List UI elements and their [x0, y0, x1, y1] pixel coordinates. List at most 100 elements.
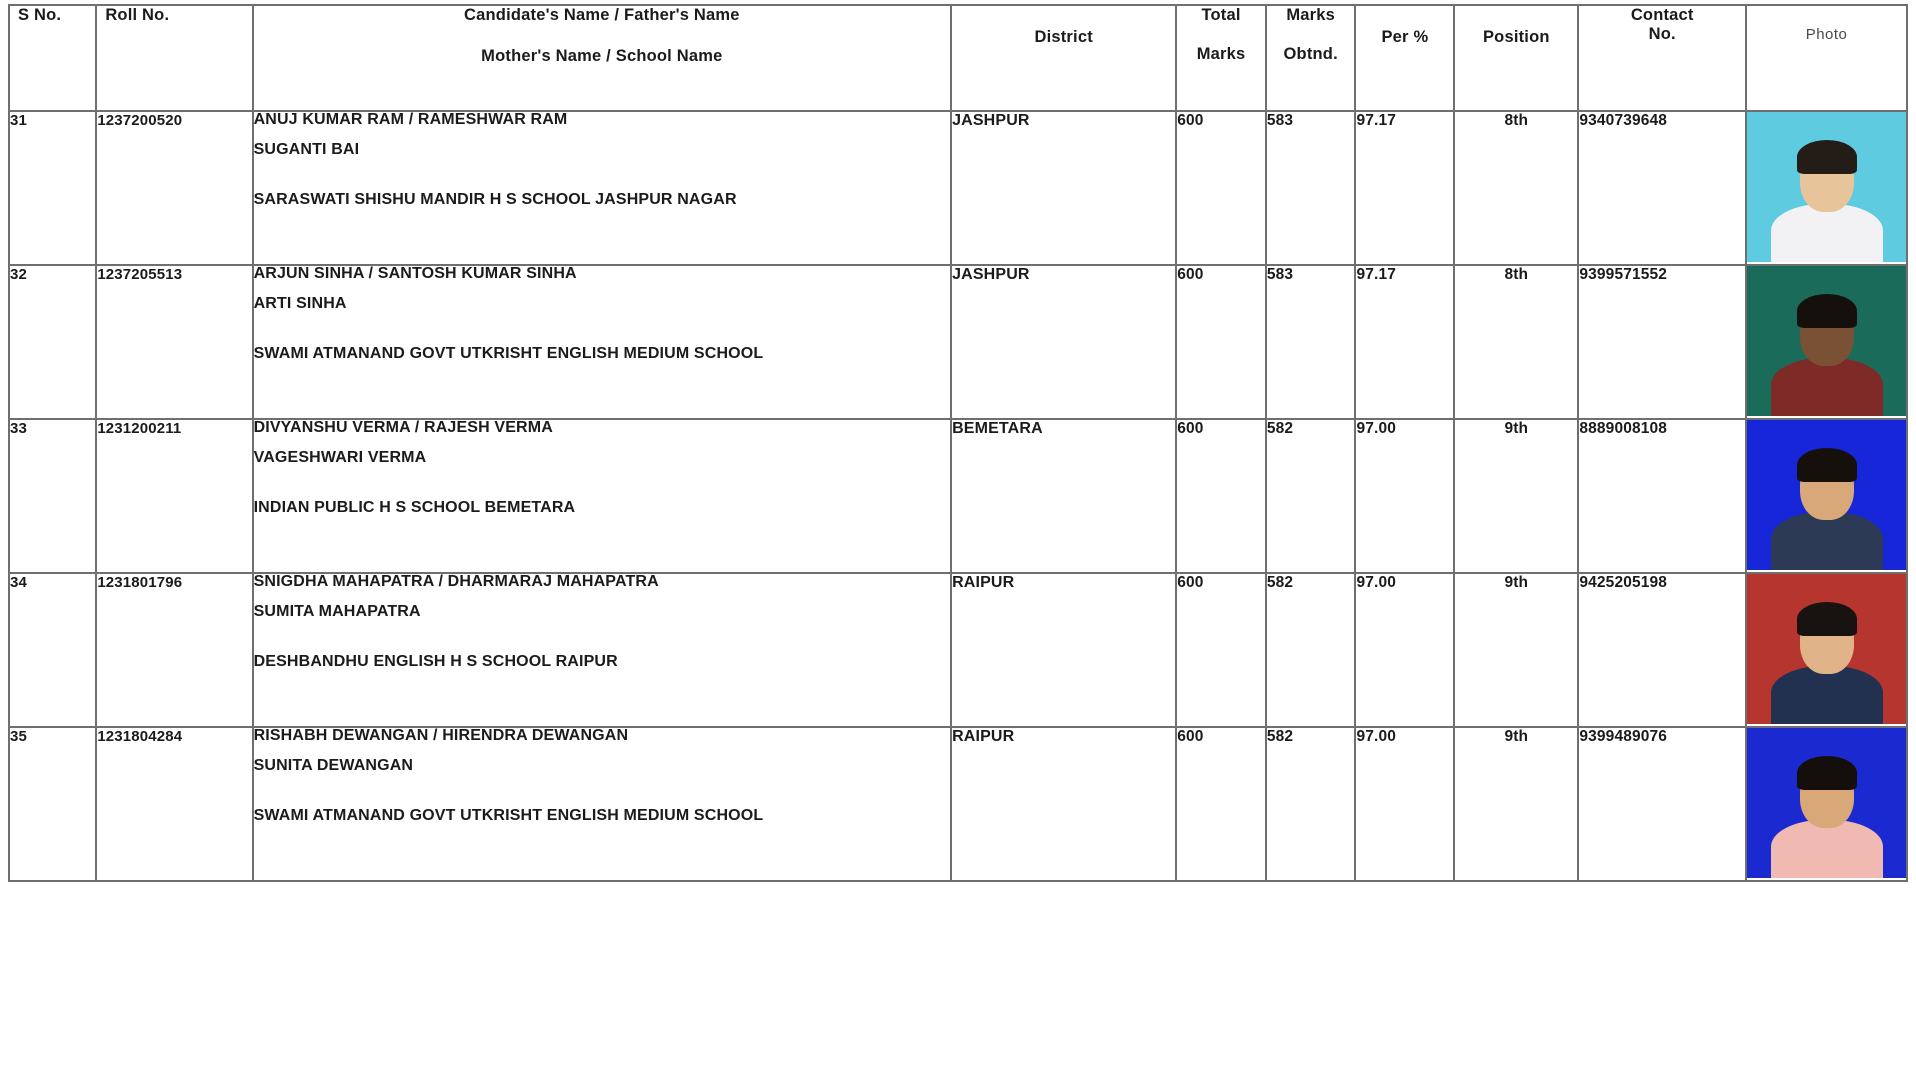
cell-district: JASHPUR: [950, 110, 1178, 266]
cell-s-no: 34: [7, 572, 98, 728]
cell-per: 97.00: [1354, 726, 1456, 882]
header-row: S No. Roll No. Candidate's Name / Father…: [7, 4, 1908, 112]
candidate-photo: [1747, 420, 1906, 570]
column-header-per: Per %: [1354, 4, 1456, 112]
table-row: 33 1231200211 DIVYANSHU VERMA / RAJESH VER…: [7, 418, 1908, 574]
mother-name: SUMITA MAHAPATRA: [253, 603, 421, 620]
cell-marks-obtnd: 582: [1264, 726, 1357, 882]
school-name: SWAMI ATMANAND GOVT UTKRISHT ENGLISH MED…: [253, 345, 764, 362]
candidate-father-name: SNIGDHA MAHAPATRA / DHARMARAJ MAHAPATRA: [253, 573, 659, 590]
cell-district: RAIPUR: [950, 572, 1178, 728]
cell-candidate-details: ANUJ KUMAR RAM / RAMESHWAR RAM SUGANTI BA…: [251, 110, 953, 266]
mother-name: SUGANTI BAI: [253, 141, 360, 158]
cell-photo: [1745, 264, 1908, 420]
cell-per: 97.17: [1354, 264, 1456, 420]
cell-photo: [1745, 110, 1908, 266]
cell-roll-no: 1231804284: [95, 726, 254, 882]
photo-body: [1770, 358, 1883, 416]
column-header-roll-no: Roll No.: [95, 4, 254, 112]
mother-name: ARTI SINHA: [253, 295, 347, 312]
cell-per: 97.00: [1354, 572, 1456, 728]
school-name: SWAMI ATMANAND GOVT UTKRISHT ENGLISH MED…: [253, 807, 764, 824]
contact-header-line2: No.: [1648, 25, 1676, 43]
candidate-header-line2: Mother's Name / School Name: [481, 47, 723, 65]
cell-per: 97.00: [1354, 418, 1456, 574]
table-header: S No. Roll No. Candidate's Name / Father…: [7, 4, 1908, 112]
cell-contact-no: 9425205198: [1577, 572, 1748, 728]
contact-header-line1: Contact: [1630, 6, 1694, 24]
cell-total-marks: 600: [1175, 110, 1267, 266]
photo-hair: [1796, 448, 1857, 482]
column-header-contact-no: Contact No.: [1577, 4, 1748, 112]
table-row: 32 1237205513 ARJUN SINHA / SANTOSH KUMAR …: [7, 264, 1908, 420]
column-header-total-marks: Total Marks: [1175, 4, 1267, 112]
marks-obtnd-line2: Obtnd.: [1283, 44, 1338, 63]
cell-candidate-details: DIVYANSHU VERMA / RAJESH VERMA VAGESHWARI…: [251, 418, 953, 574]
cell-contact-no: 9399489076: [1577, 726, 1748, 882]
column-header-s-no: S No.: [7, 4, 98, 112]
candidate-father-name: DIVYANSHU VERMA / RAJESH VERMA: [253, 419, 553, 436]
column-header-marks-obtnd: Marks Obtnd.: [1264, 4, 1357, 112]
column-header-district: District: [950, 4, 1178, 112]
cell-roll-no: 1231801796: [95, 572, 254, 728]
total-marks-line2: Marks: [1196, 44, 1246, 63]
candidate-photo: [1747, 574, 1906, 724]
cell-marks-obtnd: 582: [1264, 572, 1357, 728]
cell-position: 8th: [1453, 110, 1580, 266]
cell-roll-no: 1237205513: [95, 264, 254, 420]
merit-list-table: S No. Roll No. Candidate's Name / Father…: [7, 4, 1908, 882]
school-name: INDIAN PUBLIC H S SCHOOL BEMETARA: [253, 499, 576, 516]
candidate-photo: [1747, 266, 1906, 416]
cell-candidate-details: ARJUN SINHA / SANTOSH KUMAR SINHA ARTI SI…: [251, 264, 953, 420]
photo-hair: [1796, 602, 1857, 636]
photo-body: [1770, 204, 1883, 262]
marks-obtnd-line1: Marks: [1286, 6, 1336, 24]
cell-position: 8th: [1453, 264, 1580, 420]
cell-position: 9th: [1453, 726, 1580, 882]
photo-body: [1770, 820, 1883, 878]
cell-per: 97.17: [1354, 110, 1456, 266]
cell-roll-no: 1231200211: [95, 418, 254, 574]
cell-marks-obtnd: 583: [1264, 110, 1357, 266]
cell-marks-obtnd: 583: [1264, 264, 1357, 420]
cell-s-no: 31: [7, 110, 98, 266]
candidate-header-line1: Candidate's Name / Father's Name: [464, 6, 740, 24]
cell-total-marks: 600: [1175, 572, 1267, 728]
cell-roll-no: 1237200520: [95, 110, 254, 266]
table-row: 34 1231801796 SNIGDHA MAHAPATRA / DHARMARA…: [7, 572, 1908, 728]
candidate-photo: [1747, 112, 1906, 262]
cell-s-no: 33: [7, 418, 98, 574]
cell-contact-no: 8889008108: [1577, 418, 1748, 574]
photo-body: [1770, 666, 1883, 724]
cell-district: JASHPUR: [950, 264, 1178, 420]
cell-total-marks: 600: [1175, 726, 1267, 882]
cell-candidate-details: RISHABH DEWANGAN / HIRENDRA DEWANGAN SUNI…: [251, 726, 953, 882]
table-row: 31 1237200520 ANUJ KUMAR RAM / RAMESHWAR R…: [7, 110, 1908, 266]
cell-contact-no: 9399571552: [1577, 264, 1748, 420]
cell-contact-no: 9340739648: [1577, 110, 1748, 266]
total-marks-line1: Total: [1201, 6, 1241, 24]
cell-photo: [1745, 418, 1908, 574]
mother-name: VAGESHWARI VERMA: [253, 449, 427, 466]
photo-hair: [1796, 756, 1857, 790]
table-row: 35 1231804284 RISHABH DEWANGAN / HIRENDRA …: [7, 726, 1908, 882]
cell-total-marks: 600: [1175, 418, 1267, 574]
table-body: 31 1237200520 ANUJ KUMAR RAM / RAMESHWAR R…: [7, 110, 1908, 882]
cell-position: 9th: [1453, 418, 1580, 574]
column-header-position: Position: [1453, 4, 1580, 112]
column-header-candidate-name: Candidate's Name / Father's Name Mother'…: [251, 4, 953, 112]
cell-s-no: 35: [7, 726, 98, 882]
cell-position: 9th: [1453, 572, 1580, 728]
cell-district: BEMETARA: [950, 418, 1178, 574]
column-header-photo: Photo: [1745, 4, 1908, 112]
cell-photo: [1745, 572, 1908, 728]
cell-photo: [1745, 726, 1908, 882]
photo-hair: [1796, 294, 1857, 328]
cell-district: RAIPUR: [950, 726, 1178, 882]
photo-body: [1770, 512, 1883, 570]
candidate-father-name: ARJUN SINHA / SANTOSH KUMAR SINHA: [253, 265, 577, 282]
cell-candidate-details: SNIGDHA MAHAPATRA / DHARMARAJ MAHAPATRA S…: [251, 572, 953, 728]
candidate-father-name: ANUJ KUMAR RAM / RAMESHWAR RAM: [253, 111, 568, 128]
candidate-photo: [1747, 728, 1906, 878]
